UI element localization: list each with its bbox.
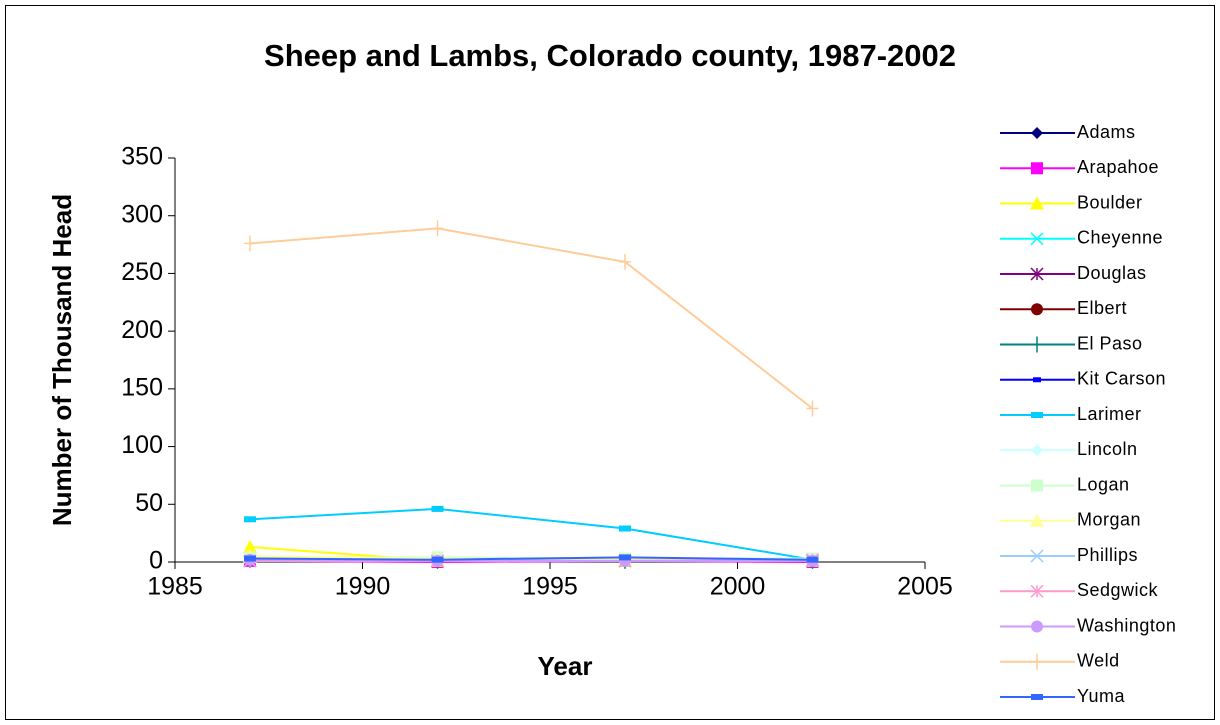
marker — [1031, 444, 1043, 457]
y-tick-label: 100 — [121, 431, 163, 459]
marker — [619, 253, 631, 270]
marker — [1031, 653, 1043, 670]
marker — [1030, 232, 1044, 246]
legend-label: Yuma — [1077, 686, 1126, 706]
marker-part — [244, 516, 256, 523]
y-tick-label: 50 — [135, 489, 163, 517]
legend-label: Larimer — [1077, 404, 1142, 424]
legend-label: Logan — [1077, 474, 1130, 494]
marker — [1031, 127, 1043, 139]
marker — [431, 505, 444, 512]
marker — [806, 556, 819, 563]
y-tick-label: 150 — [121, 373, 163, 401]
y-tick-label: 350 — [121, 143, 163, 171]
marker — [1033, 377, 1041, 383]
legend-label: Cheyenne — [1077, 228, 1163, 248]
y-tick-label: 250 — [121, 258, 163, 286]
marker-part — [1031, 162, 1043, 175]
x-tick-label: 1990 — [335, 573, 391, 601]
marker — [1031, 620, 1043, 633]
marker — [1030, 549, 1044, 563]
marker-part — [431, 505, 444, 512]
x-tick-label: 2000 — [710, 573, 766, 601]
legend-label: Phillips — [1077, 545, 1138, 565]
marker-part — [1030, 549, 1044, 563]
marker — [431, 220, 444, 237]
x-tick-label: 1985 — [147, 573, 203, 601]
marker-part — [1033, 377, 1041, 383]
marker-part — [431, 556, 444, 563]
x-tick-label: 1995 — [522, 573, 578, 601]
legend-label: Morgan — [1077, 510, 1141, 530]
series-line — [249, 507, 813, 561]
marker — [244, 235, 256, 252]
chart-title: Sheep and Lambs, Colorado county, 1987-2… — [264, 38, 956, 73]
marker — [1031, 412, 1043, 418]
marker-part — [244, 555, 256, 562]
series-line — [249, 227, 814, 410]
marker-part — [619, 554, 631, 561]
marker — [431, 556, 444, 563]
legend-label: Lincoln — [1077, 439, 1138, 459]
legend-label: Adams — [1077, 122, 1136, 142]
marker-part — [1030, 196, 1044, 210]
marker — [1030, 196, 1044, 210]
chart-frame — [5, 5, 1215, 720]
legend-label: Weld — [1077, 651, 1120, 671]
series-line — [249, 556, 813, 561]
marker — [1031, 694, 1043, 700]
marker-part — [1031, 444, 1043, 457]
marker — [1030, 267, 1044, 281]
marker-part — [1031, 479, 1043, 492]
marker — [1030, 513, 1044, 527]
marker — [244, 555, 256, 562]
marker-part — [1031, 620, 1043, 633]
marker-part — [806, 556, 819, 563]
legend-label: El Paso — [1077, 333, 1143, 353]
marker — [1031, 162, 1043, 175]
marker-part — [1031, 412, 1043, 418]
marker-part — [1031, 127, 1043, 139]
y-tick-label: 0 — [149, 547, 163, 575]
series-line — [249, 558, 813, 562]
marker-part — [1030, 513, 1044, 527]
marker — [1031, 336, 1043, 353]
marker — [619, 554, 631, 561]
marker-part — [1030, 232, 1044, 246]
marker — [1031, 303, 1043, 316]
legend-label: Boulder — [1077, 192, 1143, 212]
marker-part — [1031, 694, 1043, 700]
legend-label: Douglas — [1077, 263, 1147, 283]
y-tick-label: 300 — [121, 200, 163, 228]
marker-part — [1031, 303, 1043, 316]
marker — [243, 539, 257, 553]
legend-label: Washington — [1077, 615, 1176, 635]
marker-part — [243, 539, 257, 553]
legend-label: Arapahoe — [1077, 157, 1159, 177]
marker — [1031, 479, 1043, 492]
legend-label: Sedgwick — [1077, 580, 1159, 600]
marker — [806, 400, 819, 417]
marker — [1030, 584, 1044, 598]
x-axis-label: Year — [538, 651, 593, 681]
marker — [244, 516, 256, 523]
y-tick-label: 200 — [121, 316, 163, 344]
marker — [619, 525, 631, 532]
y-axis-label: Number of Thousand Head — [47, 194, 77, 526]
x-tick-label: 2005 — [897, 573, 953, 601]
marker-part — [619, 525, 631, 532]
legend-label: Elbert — [1077, 298, 1127, 318]
legend-label: Kit Carson — [1077, 369, 1166, 389]
